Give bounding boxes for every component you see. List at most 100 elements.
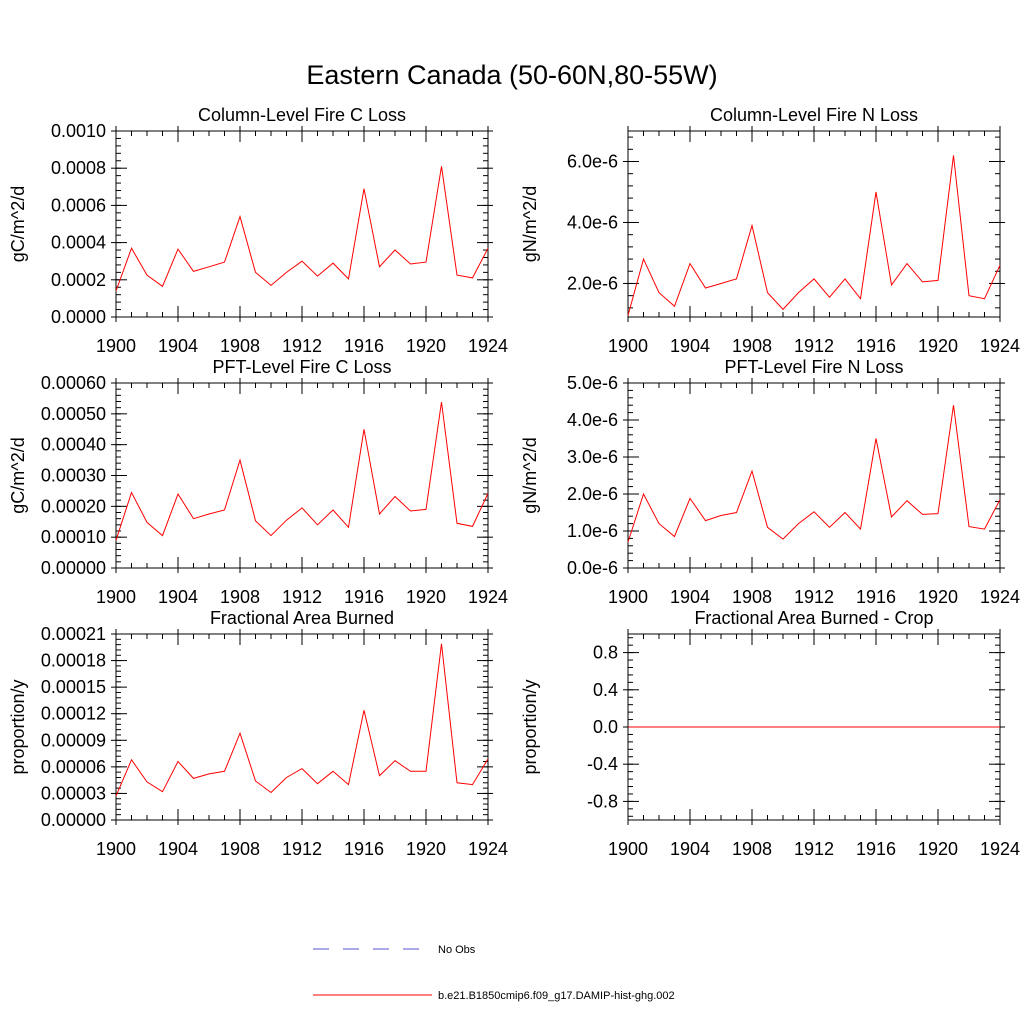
x-tick-label: 1908 <box>732 839 772 859</box>
y-tick-label: 0.0000 <box>51 307 106 327</box>
x-tick-label: 1916 <box>856 336 896 356</box>
y-tick-label: 4.0e-6 <box>567 410 618 430</box>
y-tick-label: 0.00000 <box>41 558 106 578</box>
y-tick-label: 0.4 <box>593 680 618 700</box>
y-tick-label: 0.00021 <box>41 624 106 644</box>
y-tick-label: 2.0e-6 <box>567 273 618 293</box>
x-tick-label: 1900 <box>96 839 136 859</box>
x-tick-label: 1916 <box>344 336 384 356</box>
chart-panel-3: PFT-Level Fire C Loss gC/m^2/d 1900 1904 190… <box>8 357 508 607</box>
x-tick-label: 1920 <box>406 336 446 356</box>
y-tick-label: 0.0 <box>593 717 618 737</box>
plot-frame <box>627 130 1001 318</box>
y-tick-label: 0.0004 <box>51 233 106 253</box>
y-tick-label: 0.0006 <box>51 195 106 215</box>
y-tick-label: 2.0e-6 <box>567 484 618 504</box>
chart-panel-4: PFT-Level Fire N Loss gN/m^2/d 1900 1904 190… <box>520 357 1020 607</box>
x-tick-label: 1900 <box>96 336 136 356</box>
x-tick-label: 1908 <box>220 336 260 356</box>
y-tick-label: 3.0e-6 <box>567 447 618 467</box>
x-tick-label: 1904 <box>158 336 198 356</box>
plot-frame <box>627 382 1001 569</box>
y-tick-label: -0.8 <box>587 791 618 811</box>
legend-label-no-obs: No Obs <box>438 944 476 956</box>
x-tick-label: 1920 <box>406 839 446 859</box>
panel-title: Fractional Area Burned - Crop <box>694 608 933 628</box>
y-tick-label: 0.0002 <box>51 270 106 290</box>
x-tick-label: 1900 <box>608 839 648 859</box>
x-tick-label: 1924 <box>980 839 1020 859</box>
x-tick-label: 1900 <box>608 587 648 607</box>
x-tick-label: 1916 <box>856 587 896 607</box>
y-tick-label: 0.00009 <box>41 730 106 750</box>
x-tick-label: 1920 <box>918 587 958 607</box>
x-tick-label: 1912 <box>794 336 834 356</box>
y-tick-label: 0.00012 <box>41 704 106 724</box>
y-axis-label: gN/m^2/d <box>520 437 540 513</box>
x-tick-label: 1912 <box>282 839 322 859</box>
y-tick-label: -0.4 <box>587 754 618 774</box>
plot-frame <box>115 633 489 821</box>
x-tick-label: 1904 <box>158 587 198 607</box>
y-tick-label: 0.00003 <box>41 783 106 803</box>
plot-frame <box>115 382 489 569</box>
x-tick-label: 1920 <box>918 839 958 859</box>
y-tick-label: 0.00015 <box>41 677 106 697</box>
y-tick-label: 0.00010 <box>41 527 106 547</box>
y-axis-label: gC/m^2/d <box>8 437 28 513</box>
x-tick-label: 1912 <box>794 587 834 607</box>
y-tick-label: 0.00000 <box>41 810 106 830</box>
x-tick-label: 1916 <box>344 587 384 607</box>
figure-title: Eastern Canada (50-60N,80-55W) <box>306 60 717 90</box>
x-tick-label: 1912 <box>282 587 322 607</box>
x-tick-label: 1916 <box>856 839 896 859</box>
x-tick-label: 1900 <box>96 587 136 607</box>
panel-title: Column-Level Fire N Loss <box>710 105 918 125</box>
y-tick-label: 0.00018 <box>41 651 106 671</box>
x-tick-label: 1924 <box>468 839 508 859</box>
x-tick-label: 1912 <box>282 336 322 356</box>
x-tick-label: 1908 <box>732 587 772 607</box>
panel-title: PFT-Level Fire C Loss <box>212 357 391 377</box>
x-tick-label: 1904 <box>158 839 198 859</box>
x-tick-label: 1908 <box>732 336 772 356</box>
y-tick-label: 0.00030 <box>41 466 106 486</box>
x-tick-label: 1924 <box>980 587 1020 607</box>
y-tick-label: 5.0e-6 <box>567 373 618 393</box>
y-axis-label: proportion/y <box>520 679 540 774</box>
y-tick-label: 0.00020 <box>41 496 106 516</box>
x-tick-label: 1912 <box>794 839 834 859</box>
legend-label-run: b.e21.B1850cmip6.f09_g17.DAMIP-hist-ghg.… <box>438 990 675 1002</box>
y-tick-label: 4.0e-6 <box>567 212 618 232</box>
series-line <box>115 166 489 292</box>
x-tick-label: 1924 <box>468 336 508 356</box>
series-line <box>627 155 1001 316</box>
x-tick-label: 1908 <box>220 839 260 859</box>
y-axis-label: gN/m^2/d <box>520 186 540 262</box>
y-tick-label: 1.0e-6 <box>567 521 618 541</box>
x-tick-label: 1904 <box>670 587 710 607</box>
x-tick-label: 1920 <box>406 587 446 607</box>
y-tick-label: 6.0e-6 <box>567 151 618 171</box>
panels: Column-Level Fire C Loss gC/m^2/d 1900 1904… <box>8 105 1020 859</box>
chart-panel-2: Column-Level Fire N Loss gN/m^2/d 1900 1904… <box>520 105 1020 356</box>
y-tick-label: 0.00040 <box>41 435 106 455</box>
y-tick-label: 0.0010 <box>51 121 106 141</box>
y-tick-label: 0.00060 <box>41 373 106 393</box>
x-tick-label: 1904 <box>670 336 710 356</box>
x-tick-label: 1924 <box>468 587 508 607</box>
x-tick-label: 1916 <box>344 839 384 859</box>
series-line <box>115 643 489 797</box>
x-tick-label: 1924 <box>980 336 1020 356</box>
x-tick-label: 1920 <box>918 336 958 356</box>
y-tick-label: 0.00006 <box>41 757 106 777</box>
panel-title: PFT-Level Fire N Loss <box>724 357 903 377</box>
chart-panel-1: Column-Level Fire C Loss gC/m^2/d 1900 1904… <box>8 105 508 356</box>
y-tick-label: 0.8 <box>593 643 618 663</box>
chart-panel-5: Fractional Area Burned proportion/y 1900 19… <box>8 608 508 859</box>
panel-title: Column-Level Fire C Loss <box>198 105 406 125</box>
y-tick-label: 0.0e-6 <box>567 558 618 578</box>
y-axis-label: proportion/y <box>8 679 28 774</box>
y-axis-label: gC/m^2/d <box>8 186 28 262</box>
